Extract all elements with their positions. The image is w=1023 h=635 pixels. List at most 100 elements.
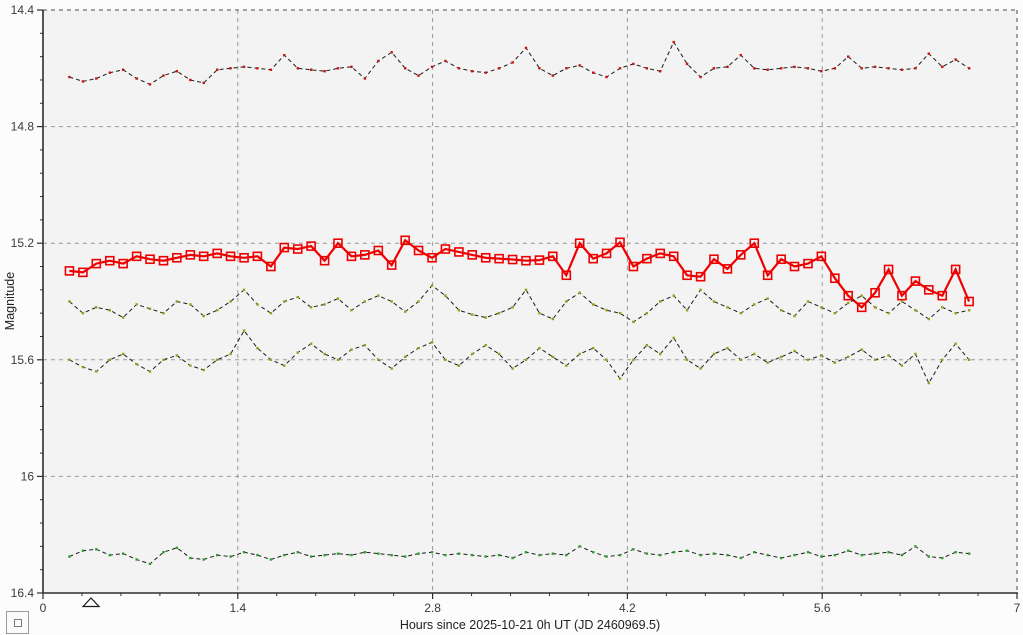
data-point-comparison-star-3 <box>618 377 622 380</box>
data-point-target-variable-star <box>158 255 169 266</box>
data-point-comparison-star-3 <box>591 346 595 350</box>
data-point-target-variable-star <box>239 252 249 263</box>
data-point-comparison-star-2 <box>390 300 393 303</box>
data-point-comparison-star-1 <box>350 65 353 69</box>
data-point-comparison-star-2 <box>753 303 756 306</box>
data-point-comparison-star-4 <box>363 550 367 554</box>
data-point-comparison-star-3 <box>350 348 353 351</box>
data-point-target-variable-star <box>897 290 907 301</box>
phase-triangle-marker <box>81 597 101 608</box>
data-point-comparison-star-4 <box>242 550 246 554</box>
data-point-comparison-star-3 <box>712 352 716 356</box>
data-point-target-variable-star <box>467 250 478 260</box>
data-point-comparison-star-3 <box>779 355 783 359</box>
data-point-comparison-star-1 <box>457 67 461 70</box>
data-point-comparison-star-2 <box>457 309 461 312</box>
data-point-comparison-star-1 <box>202 81 205 85</box>
data-point-target-variable-star <box>292 244 303 254</box>
data-point-comparison-star-3 <box>95 370 98 373</box>
data-point-comparison-star-1 <box>605 75 608 79</box>
data-point-comparison-star-2 <box>242 288 246 292</box>
data-point-target-variable-star <box>870 287 880 298</box>
y-tick-label: 16.4 <box>11 586 35 600</box>
data-point-comparison-star-2 <box>336 297 340 300</box>
data-point-comparison-star-2 <box>283 300 286 303</box>
data-point-comparison-star-2 <box>860 294 863 297</box>
data-point-comparison-star-3 <box>806 358 810 361</box>
data-point-target-variable-star <box>910 276 921 286</box>
data-point-comparison-star-4 <box>283 553 286 557</box>
data-point-target-variable-star <box>521 255 531 266</box>
data-point-comparison-star-3 <box>793 349 796 353</box>
data-point-comparison-star-2 <box>95 306 98 309</box>
data-point-comparison-star-4 <box>645 552 649 555</box>
data-point-comparison-star-1 <box>941 65 944 69</box>
data-point-comparison-star-4 <box>779 556 783 560</box>
data-point-target-variable-star <box>964 296 974 307</box>
data-point-comparison-star-3 <box>659 352 662 356</box>
data-point-comparison-star-4 <box>511 556 514 560</box>
data-point-comparison-star-1 <box>363 77 367 80</box>
data-point-target-variable-star <box>615 237 625 248</box>
data-point-comparison-star-3 <box>699 367 702 370</box>
data-point-comparison-star-1 <box>296 67 299 70</box>
data-point-comparison-star-1 <box>135 77 138 80</box>
data-point-comparison-star-3 <box>323 352 326 356</box>
data-point-comparison-star-1 <box>726 65 729 69</box>
data-point-comparison-star-1 <box>672 40 675 44</box>
data-point-target-variable-star <box>306 241 316 251</box>
data-point-comparison-star-1 <box>81 80 85 83</box>
data-point-target-variable-star <box>762 270 773 281</box>
data-point-comparison-star-2 <box>779 309 783 312</box>
data-point-comparison-star-3 <box>216 358 219 361</box>
data-point-comparison-star-3 <box>766 361 769 364</box>
data-point-comparison-star-4 <box>121 552 125 555</box>
data-point-comparison-star-4 <box>820 555 823 558</box>
data-point-comparison-star-1 <box>699 75 702 79</box>
data-point-comparison-star-4 <box>256 553 259 557</box>
data-point-comparison-star-3 <box>605 358 608 361</box>
data-point-comparison-star-1 <box>766 68 769 71</box>
data-point-comparison-star-3 <box>377 358 380 361</box>
data-point-target-variable-star <box>78 267 88 278</box>
x-axis-title: Hours since 2025-10-21 0h UT (JD 2460969… <box>400 618 660 632</box>
data-point-comparison-star-4 <box>417 552 420 555</box>
data-point-comparison-star-2 <box>847 301 850 305</box>
data-point-comparison-star-4 <box>739 556 743 560</box>
data-point-target-variable-star <box>64 266 75 276</box>
data-point-comparison-star-2 <box>632 320 635 324</box>
data-point-target-variable-star <box>212 248 223 259</box>
plot-area-background <box>43 10 1017 593</box>
data-point-comparison-star-3 <box>551 355 555 359</box>
data-point-comparison-star-2 <box>672 294 675 297</box>
data-point-comparison-star-4 <box>873 552 877 555</box>
data-point-comparison-star-2 <box>833 311 837 315</box>
y-axis-title: Magnitude <box>3 272 17 330</box>
data-point-target-variable-star <box>642 253 652 264</box>
data-point-comparison-star-2 <box>403 310 407 313</box>
data-point-target-variable-star <box>198 251 209 262</box>
data-point-comparison-star-1 <box>121 68 125 71</box>
data-point-target-variable-star <box>360 250 370 260</box>
data-point-comparison-star-1 <box>430 65 434 69</box>
data-point-comparison-star-4 <box>793 553 796 557</box>
data-point-comparison-star-2 <box>484 316 487 319</box>
data-point-comparison-star-4 <box>806 550 810 554</box>
data-point-comparison-star-1 <box>497 67 501 70</box>
reset-zoom-button[interactable] <box>6 611 29 634</box>
data-point-comparison-star-2 <box>175 300 179 303</box>
data-point-comparison-star-2 <box>148 307 152 310</box>
data-point-comparison-star-4 <box>202 558 205 561</box>
data-point-comparison-star-1 <box>806 67 810 70</box>
data-point-comparison-star-4 <box>229 555 232 558</box>
data-point-comparison-star-1 <box>739 53 743 57</box>
data-point-comparison-star-2 <box>820 306 823 309</box>
data-point-comparison-star-3 <box>873 358 877 361</box>
data-point-target-variable-star <box>319 255 330 266</box>
data-point-target-variable-star <box>843 290 854 301</box>
data-point-comparison-star-2 <box>739 311 743 315</box>
data-point-target-variable-star <box>628 261 639 272</box>
data-point-comparison-star-3 <box>860 348 863 351</box>
data-point-target-variable-star <box>386 260 397 270</box>
